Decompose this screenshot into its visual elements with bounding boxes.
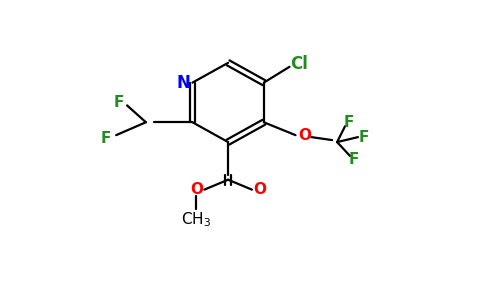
Text: O: O — [298, 128, 311, 142]
Text: O: O — [253, 182, 266, 197]
Text: Cl: Cl — [290, 55, 308, 73]
Text: F: F — [359, 130, 369, 145]
Text: F: F — [101, 130, 111, 146]
Text: N: N — [177, 74, 191, 92]
Text: CH$_3$: CH$_3$ — [182, 210, 212, 229]
Text: F: F — [344, 115, 354, 130]
Text: F: F — [114, 95, 124, 110]
Text: F: F — [349, 152, 359, 167]
Text: O: O — [190, 182, 203, 197]
